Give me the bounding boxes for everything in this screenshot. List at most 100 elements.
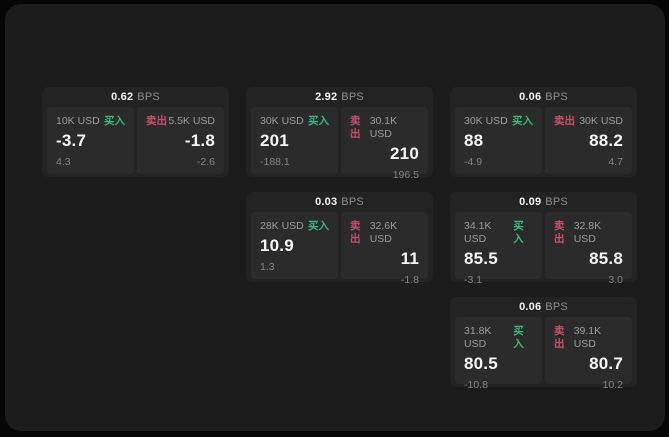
buy-side-label: 买入 — [512, 115, 533, 127]
quote-body: 31.8K USD 买入 80.5 -10.8 卖出 39.1K USD 80.… — [455, 317, 632, 391]
sell-change: -2.6 — [196, 156, 215, 168]
spread-unit: BPS — [137, 91, 160, 103]
sell-change: 10.2 — [602, 379, 623, 391]
quote-card: 0.03 BPS 28K USD 买入 10.9 1.3 卖出 32.6K US… — [246, 192, 433, 286]
spread-header: 0.62 BPS — [47, 87, 224, 107]
buy-quote-top: 10K USD 买入 — [56, 115, 125, 128]
buy-change: -10.8 — [464, 379, 488, 391]
spread-unit: BPS — [545, 301, 568, 313]
sell-quote-top: 卖出 39.1K USD — [554, 325, 623, 351]
buy-side-label: 买入 — [513, 325, 524, 350]
sell-price: 210 — [390, 144, 419, 163]
quote-body: 30K USD 买入 201 -188.1 卖出 30.1K USD 210 1… — [251, 107, 428, 181]
spread-unit: BPS — [545, 196, 568, 208]
buy-quote[interactable]: 34.1K USD 买入 85.5 -3.1 — [455, 212, 542, 286]
spread-unit: BPS — [341, 91, 364, 103]
sell-size: 32.8K USD — [573, 220, 602, 245]
sell-side-label: 卖出 — [350, 115, 361, 140]
buy-price: 80.5 — [464, 354, 498, 373]
spread-value: 2.92 — [315, 91, 338, 103]
spread-value: 0.09 — [519, 196, 542, 208]
buy-side-label: 买入 — [513, 220, 524, 245]
sell-quote-top: 卖出 32.8K USD — [554, 220, 623, 246]
buy-size: 28K USD — [260, 220, 304, 232]
sell-quote[interactable]: 卖出 30K USD 88.2 4.7 — [545, 107, 632, 174]
sell-size: 39.1K USD — [573, 325, 602, 350]
buy-quote[interactable]: 31.8K USD 买入 80.5 -10.8 — [455, 317, 542, 391]
buy-side-label: 买入 — [308, 220, 329, 232]
spread-value: 0.62 — [111, 91, 134, 103]
buy-side-label: 买入 — [308, 115, 329, 127]
buy-quote-top: 34.1K USD 买入 — [464, 220, 533, 246]
buy-price: 10.9 — [260, 236, 294, 255]
sell-quote[interactable]: 卖出 32.6K USD 11 -1.8 — [341, 212, 428, 286]
sell-price: 88.2 — [589, 131, 623, 150]
buy-quote-top: 31.8K USD 买入 — [464, 325, 533, 351]
sell-quote-top: 卖出 32.6K USD — [350, 220, 419, 246]
buy-change: -4.9 — [464, 156, 483, 168]
spread-header: 0.09 BPS — [455, 192, 632, 212]
quote-card: 2.92 BPS 30K USD 买入 201 -188.1 卖出 30.1K … — [246, 87, 433, 181]
quote-body: 34.1K USD 买入 85.5 -3.1 卖出 32.8K USD 85.8… — [455, 212, 632, 286]
buy-size: 31.8K USD — [464, 325, 492, 350]
sell-side-label: 卖出 — [554, 220, 565, 245]
spread-value: 0.06 — [519, 301, 542, 313]
quote-body: 30K USD 买入 88 -4.9 卖出 30K USD 88.2 4.7 — [455, 107, 632, 174]
quotes-panel: 0.62 BPS 10K USD 买入 -3.7 4.3 卖出 5.5K USD — [5, 4, 665, 431]
buy-size: 10K USD — [56, 115, 100, 127]
buy-price: 88 — [464, 131, 484, 150]
buy-change: 4.3 — [56, 156, 71, 168]
sell-price: 11 — [400, 249, 419, 268]
buy-size: 30K USD — [464, 115, 508, 127]
buy-change: -3.1 — [464, 274, 483, 286]
buy-price: -3.7 — [56, 131, 87, 150]
spread-header: 0.03 BPS — [251, 192, 428, 212]
sell-change: 3.0 — [608, 274, 623, 286]
quote-card: 0.62 BPS 10K USD 买入 -3.7 4.3 卖出 5.5K USD — [42, 87, 229, 177]
quote-body: 10K USD 买入 -3.7 4.3 卖出 5.5K USD -1.8 -2.… — [47, 107, 224, 174]
spread-unit: BPS — [341, 196, 364, 208]
sell-change: 4.7 — [608, 156, 623, 168]
sell-side-label: 卖出 — [146, 115, 167, 127]
sell-side-label: 卖出 — [554, 115, 575, 127]
quote-body: 28K USD 买入 10.9 1.3 卖出 32.6K USD 11 -1.8 — [251, 212, 428, 286]
quote-card: 0.06 BPS 31.8K USD 买入 80.5 -10.8 卖出 39.1… — [450, 297, 637, 391]
buy-price: 85.5 — [464, 249, 498, 268]
sell-quote[interactable]: 卖出 39.1K USD 80.7 10.2 — [545, 317, 632, 391]
sell-quote[interactable]: 卖出 5.5K USD -1.8 -2.6 — [137, 107, 224, 174]
spread-value: 0.06 — [519, 91, 542, 103]
buy-quote[interactable]: 10K USD 买入 -3.7 4.3 — [47, 107, 134, 174]
sell-side-label: 卖出 — [554, 325, 565, 350]
sell-quote-top: 卖出 5.5K USD — [146, 115, 215, 128]
sell-quote[interactable]: 卖出 30.1K USD 210 196.5 — [341, 107, 428, 181]
spread-header: 0.06 BPS — [455, 87, 632, 107]
sell-quote-top: 卖出 30.1K USD — [350, 115, 419, 141]
quote-card: 0.06 BPS 30K USD 买入 88 -4.9 卖出 30K USD — [450, 87, 637, 177]
buy-quote[interactable]: 30K USD 买入 201 -188.1 — [251, 107, 338, 174]
buy-quote-top: 30K USD 买入 — [464, 115, 533, 128]
sell-side-label: 卖出 — [350, 220, 361, 245]
sell-price: 85.8 — [589, 249, 623, 268]
sell-quote-top: 卖出 30K USD — [554, 115, 623, 128]
sell-size: 32.6K USD — [369, 220, 398, 245]
buy-side-label: 买入 — [104, 115, 125, 127]
buy-price: 201 — [260, 131, 289, 150]
sell-size: 30K USD — [579, 115, 623, 127]
buy-quote-top: 30K USD 买入 — [260, 115, 329, 128]
spread-value: 0.03 — [315, 196, 338, 208]
buy-quote[interactable]: 28K USD 买入 10.9 1.3 — [251, 212, 338, 279]
quote-card: 0.09 BPS 34.1K USD 买入 85.5 -3.1 卖出 32.8K… — [450, 192, 637, 286]
buy-change: 1.3 — [260, 261, 275, 273]
buy-quote-top: 28K USD 买入 — [260, 220, 329, 233]
sell-price: -1.8 — [184, 131, 215, 150]
sell-size: 5.5K USD — [168, 115, 215, 127]
sell-size: 30.1K USD — [369, 115, 398, 140]
buy-quote[interactable]: 30K USD 买入 88 -4.9 — [455, 107, 542, 174]
buy-size: 34.1K USD — [464, 220, 492, 245]
sell-change: 196.5 — [392, 169, 419, 181]
sell-quote[interactable]: 卖出 32.8K USD 85.8 3.0 — [545, 212, 632, 286]
spread-header: 0.06 BPS — [455, 297, 632, 317]
spread-header: 2.92 BPS — [251, 87, 428, 107]
sell-change: -1.8 — [400, 274, 419, 286]
